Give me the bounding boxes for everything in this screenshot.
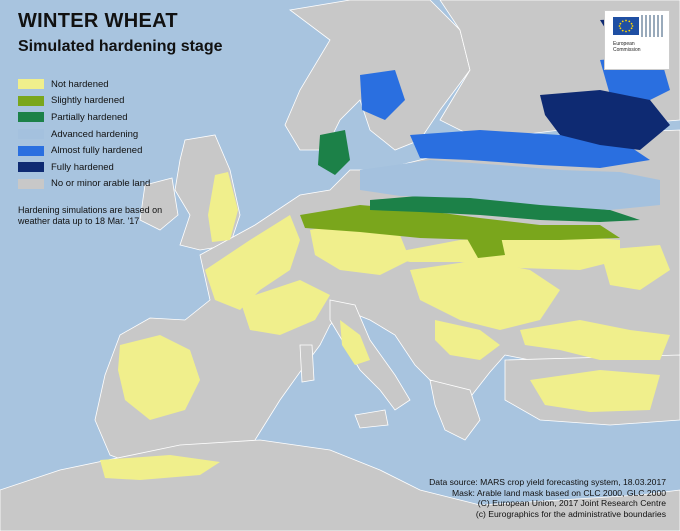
- logo-text: European Commission: [613, 41, 641, 53]
- legend-item-slightly-hardened: Slightly hardened: [18, 93, 150, 110]
- european-commission-logo: European Commission: [604, 10, 670, 70]
- credit-line: Mask: Arable land mask based on CLC 2000…: [451, 487, 666, 498]
- legend-label: Advanced hardening: [51, 128, 139, 140]
- simulation-note: Hardening simulations are based on weath…: [18, 205, 163, 226]
- advanced-hardening-area: [360, 160, 660, 210]
- eu-flag-icon: [613, 17, 639, 35]
- legend-swatch: [18, 95, 44, 106]
- legend-item-fully-hardened: Fully hardened: [18, 159, 150, 176]
- credit-line: (c) Eurographics for the administrative …: [475, 508, 666, 519]
- legend-label: Fully hardened: [51, 161, 114, 173]
- berlaymont-building-icon: [641, 15, 665, 37]
- balkans-landmass: [429, 379, 481, 441]
- ireland-landmass: [139, 177, 179, 231]
- legend-label: No or minor arable land: [51, 178, 151, 190]
- credit-line: (C) European Union, 2017 Joint Research …: [477, 498, 666, 508]
- legend: Not hardened Slightly hardened Partially…: [18, 76, 150, 192]
- legend-item-partially-hardened: Partially hardened: [18, 109, 150, 126]
- legend-swatch: [18, 129, 44, 140]
- map-subtitle: Simulated hardening stage: [18, 38, 223, 55]
- legend-item-no-arable-land: No or minor arable land: [18, 176, 150, 193]
- legend-label: Almost fully hardened: [51, 145, 143, 157]
- sicily-landmass: [354, 409, 389, 429]
- data-source-credits: Data source: MARS crop yield forecasting…: [429, 477, 666, 519]
- map-title: WINTER WHEAT: [18, 10, 178, 32]
- legend-swatch: [18, 162, 44, 173]
- slightly-partially-hardened-band: [300, 130, 640, 258]
- sardinia-landmass: [299, 344, 315, 383]
- legend-label: Partially hardened: [51, 111, 128, 123]
- legend-label: Not hardened: [51, 78, 109, 90]
- legend-item-not-hardened: Not hardened: [18, 76, 150, 93]
- legend-label: Slightly hardened: [51, 95, 125, 107]
- legend-swatch: [18, 79, 44, 90]
- credit-line: Data source: MARS crop yield forecasting…: [429, 477, 666, 487]
- legend-item-almost-fully-hardened: Almost fully hardened: [18, 142, 150, 159]
- legend-item-advanced-hardening: Advanced hardening: [18, 126, 150, 143]
- legend-swatch: [18, 145, 44, 156]
- legend-swatch: [18, 112, 44, 123]
- legend-swatch: [18, 178, 44, 189]
